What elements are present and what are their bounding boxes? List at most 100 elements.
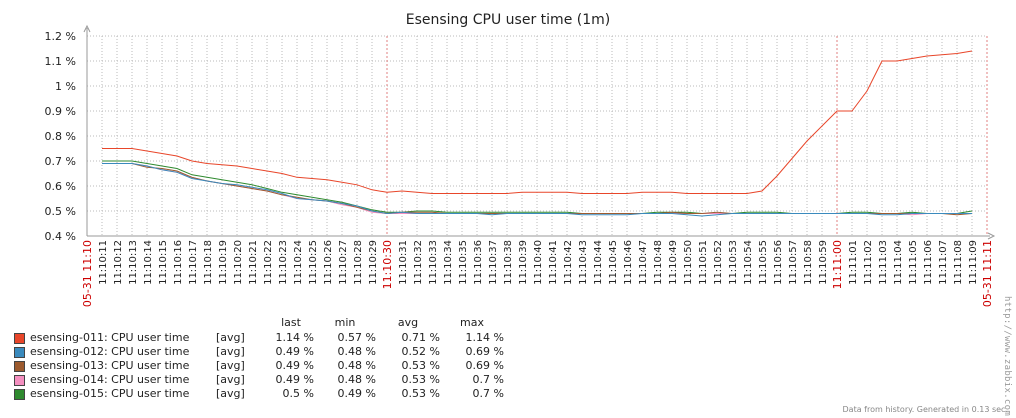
x-tick-label: 11:10:37 [488, 240, 499, 285]
x-tick-label: 11:10:55 [758, 240, 769, 285]
legend-type: [avg] [216, 387, 245, 400]
x-major-tick-label: 11:11:00 [831, 240, 844, 289]
x-tick-label: 11:10:56 [773, 240, 784, 285]
x-tick-label: 11:10:54 [743, 240, 754, 285]
legend-header-max: max [460, 316, 484, 329]
x-tick-label: 11:10:51 [698, 240, 709, 285]
x-tick-label: 11:10:16 [173, 240, 184, 285]
x-tick-label: 11:10:47 [638, 240, 649, 285]
y-axis-arrow [83, 24, 91, 33]
y-tick-label: 1.2 % [45, 30, 76, 43]
legend-avg: 0.53 % [401, 359, 440, 372]
x-tick-label: 11:10:14 [143, 240, 154, 285]
x-tick-label: 11:10:15 [158, 240, 169, 285]
x-tick-label: 11:10:52 [713, 240, 724, 285]
x-tick-label: 11:10:53 [728, 240, 739, 285]
x-tick-label: 11:10:49 [668, 240, 679, 285]
zabbix-watermark: http://www.zabbix.com [1002, 296, 1012, 417]
x-tick-label: 11:10:31 [398, 240, 409, 285]
legend-type: [avg] [216, 331, 245, 344]
series-line [102, 163, 972, 217]
x-tick-label: 11:10:25 [308, 240, 319, 285]
x-major-tick-label: 05-31 11:11 [981, 240, 994, 307]
legend-last: 0.49 % [275, 373, 314, 386]
legend-avg: 0.53 % [401, 373, 440, 386]
x-tick-label: 11:10:58 [803, 240, 814, 285]
x-tick-label: 11:10:40 [533, 240, 544, 285]
legend-swatch [14, 360, 25, 372]
x-tick-label: 11:11:01 [848, 240, 859, 285]
x-tick-label: 11:10:19 [218, 240, 229, 285]
legend-row: esensing-015: CPU user time [avg] 0.5 % … [14, 387, 504, 401]
legend-min: 0.57 % [337, 331, 376, 344]
legend-row: esensing-013: CPU user time [avg] 0.49 %… [14, 359, 504, 373]
x-tick-label: 11:10:28 [353, 240, 364, 285]
y-tick-label: 1 % [55, 80, 76, 93]
legend-max: 0.69 % [465, 359, 504, 372]
x-major-tick-label: 11:10:30 [381, 240, 394, 289]
x-tick-label: 11:11:02 [863, 240, 874, 285]
x-tick-label: 11:10:34 [443, 240, 454, 285]
x-tick-label: 11:10:26 [323, 240, 334, 285]
legend-max: 0.69 % [465, 345, 504, 358]
legend-type: [avg] [216, 359, 245, 372]
legend-type: [avg] [216, 373, 245, 386]
x-axis: 05-31 11:10 11:10:11 11:10:12 11:10:13 11:10… [81, 232, 996, 307]
x-tick-label: 11:10:41 [548, 240, 559, 285]
legend-last: 1.14 % [275, 331, 314, 344]
legend-last: 0.5 % [282, 387, 314, 400]
series-lines [102, 50, 973, 217]
legend-swatch [14, 332, 25, 344]
x-tick-label: 11:10:36 [473, 240, 484, 285]
x-tick-label: 11:10:43 [578, 240, 589, 285]
legend-min: 0.48 % [337, 345, 376, 358]
x-tick-label: 11:10:42 [563, 240, 574, 285]
legend-swatch [14, 374, 25, 386]
x-tick-label: 11:10:24 [293, 240, 304, 285]
x-tick-label: 11:10:21 [248, 240, 259, 285]
x-tick-label: 11:10:27 [338, 240, 349, 285]
x-tick-label: 11:10:29 [368, 240, 379, 285]
y-tick-label: 0.4 % [45, 230, 76, 243]
legend-type: [avg] [216, 345, 245, 358]
x-tick-label: 11:11:09 [968, 240, 979, 285]
legend-last: 0.49 % [275, 345, 314, 358]
legend-last: 0.49 % [275, 359, 314, 372]
x-tick-label: 11:10:38 [503, 240, 514, 285]
chart-title: Esensing CPU user time (1m) [406, 12, 610, 28]
legend-max: 0.7 % [472, 387, 504, 400]
legend-swatch [14, 388, 25, 400]
x-tick-label: 11:10:57 [788, 240, 799, 285]
x-tick-label: 11:11:03 [878, 240, 889, 285]
legend-name: esensing-011: CPU user time [30, 331, 190, 344]
y-tick-label: 1.1 % [45, 55, 76, 68]
x-major-tick-label: 05-31 11:10 [81, 240, 94, 307]
legend-name: esensing-013: CPU user time [30, 359, 190, 372]
grid [86, 35, 988, 237]
x-tick-label: 11:10:33 [428, 240, 439, 285]
y-tick-label: 0.6 % [45, 180, 76, 193]
legend-avg: 0.52 % [401, 345, 440, 358]
x-tick-label: 11:10:35 [458, 240, 469, 285]
legend-avg: 0.53 % [401, 387, 440, 400]
y-axis: 1.2 % 1.1 % 1 % 0.9 % 0.8 % 0.7 % 0.6 % 0.5 % 0.… [45, 24, 91, 243]
legend-min: 0.48 % [337, 373, 376, 386]
legend-swatch [14, 346, 25, 358]
legend-row: esensing-012: CPU user time [avg] 0.49 %… [14, 345, 504, 359]
x-tick-label: 11:10:48 [653, 240, 664, 285]
legend-row: esensing-011: CPU user time [avg] 1.14 %… [14, 331, 504, 345]
legend-name: esensing-012: CPU user time [30, 345, 190, 358]
x-tick-label: 11:10:11 [98, 240, 109, 285]
legend-header-last: last [281, 316, 301, 329]
x-tick-label: 11:10:18 [203, 240, 214, 285]
x-tick-label: 11:10:12 [113, 240, 124, 285]
x-tick-label: 11:10:59 [818, 240, 829, 285]
y-tick-label: 0.5 % [45, 205, 76, 218]
legend-name: esensing-014: CPU user time [30, 373, 190, 386]
legend-name: esensing-015: CPU user time [30, 387, 190, 400]
legend-row: esensing-014: CPU user time [avg] 0.49 %… [14, 373, 504, 387]
x-tick-label: 11:10:23 [278, 240, 289, 285]
x-tick-label: 11:10:39 [518, 240, 529, 285]
x-tick-label: 11:11:05 [908, 240, 919, 285]
